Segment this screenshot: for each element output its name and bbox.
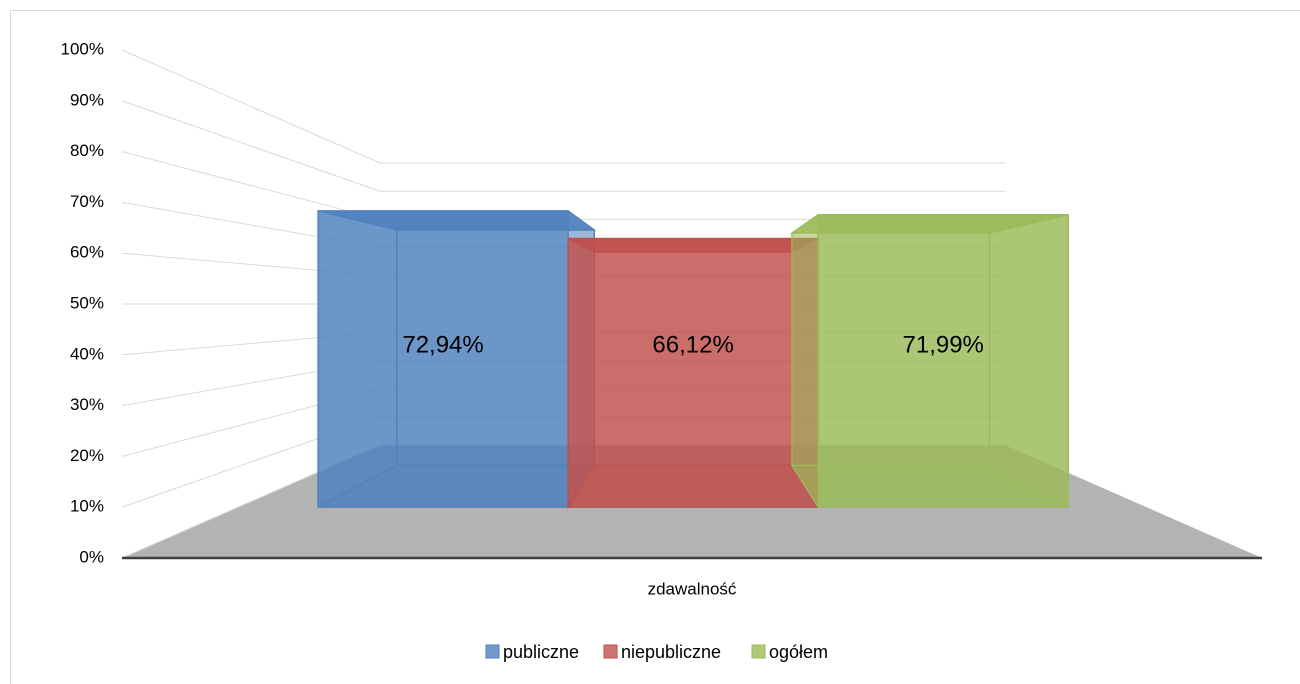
y-tick-label: 0% xyxy=(79,547,104,566)
y-tick-label: 30% xyxy=(70,395,104,414)
y-tick-label: 20% xyxy=(70,446,104,465)
data-label: 71,99% xyxy=(903,331,984,358)
legend-label: ogółem xyxy=(769,642,828,662)
y-tick-label: 10% xyxy=(70,497,104,516)
bar-front xyxy=(567,237,819,508)
legend-swatch xyxy=(485,644,500,659)
y-tick-label: 70% xyxy=(70,192,104,211)
bar xyxy=(567,237,820,510)
bar-front xyxy=(817,214,1069,508)
x-tick-label: zdawalność xyxy=(648,579,737,598)
data-label: 72,94% xyxy=(402,331,483,358)
bar-front xyxy=(317,210,569,508)
legend-label: niepubliczne xyxy=(621,642,721,662)
y-tick-label: 60% xyxy=(70,243,104,262)
y-tick-label: 80% xyxy=(70,141,104,160)
legend-label: publiczne xyxy=(503,642,579,662)
bar xyxy=(317,209,597,510)
y-tick-label: 40% xyxy=(70,344,104,363)
data-label: 66,12% xyxy=(652,331,733,358)
grid-line xyxy=(121,49,1005,164)
bar-left xyxy=(791,213,819,510)
y-tick-label: 50% xyxy=(70,293,104,312)
legend-swatch xyxy=(751,644,766,659)
grid-line xyxy=(121,100,1005,192)
legend-swatch xyxy=(603,644,618,659)
bar xyxy=(790,213,1069,510)
y-tick-label: 90% xyxy=(70,90,104,109)
y-tick-label: 100% xyxy=(61,39,104,58)
